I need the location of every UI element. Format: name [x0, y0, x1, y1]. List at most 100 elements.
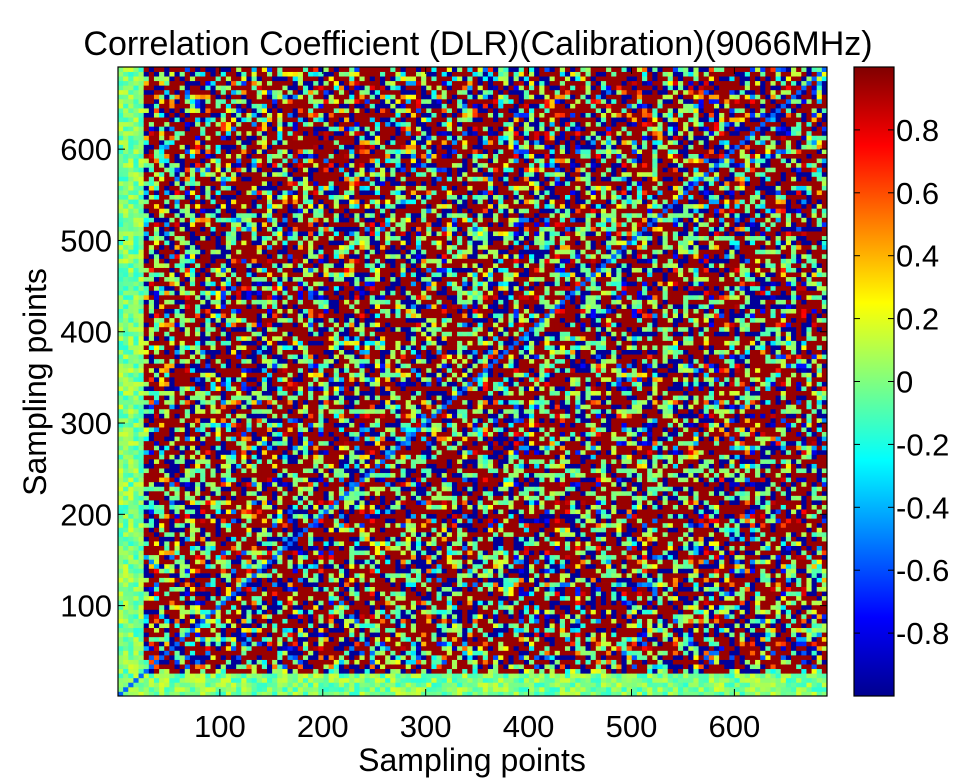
heatmap-cell — [169, 367, 175, 373]
heatmap-cell — [159, 180, 165, 186]
heatmap-cell — [200, 335, 206, 341]
heatmap-cell — [231, 103, 237, 109]
heatmap-cell — [159, 536, 165, 542]
heatmap-cell — [195, 550, 201, 556]
heatmap-cell — [184, 477, 191, 483]
heatmap-cell — [174, 436, 181, 442]
heatmap-cell — [220, 258, 227, 264]
heatmap-cell — [123, 185, 129, 191]
heatmap-cell — [128, 386, 134, 392]
heatmap-cell — [215, 636, 222, 642]
heatmap-cell — [138, 294, 145, 300]
heatmap-cell — [174, 677, 181, 683]
heatmap-cell — [215, 294, 222, 300]
heatmap-cell — [287, 208, 294, 214]
heatmap-cell — [189, 135, 196, 141]
heatmap-cell — [210, 636, 217, 642]
heatmap-cell — [205, 176, 211, 182]
heatmap-cell — [195, 632, 201, 638]
heatmap-cell — [118, 623, 124, 629]
heatmap-cell — [195, 682, 201, 688]
heatmap-cell — [174, 367, 181, 373]
heatmap-cell — [179, 386, 186, 392]
heatmap-cell — [153, 536, 160, 542]
heatmap-cell — [128, 664, 134, 670]
heatmap-cell — [261, 308, 268, 314]
heatmap-cell — [184, 144, 191, 150]
heatmap-cell — [225, 153, 232, 159]
heatmap-cell — [282, 422, 288, 428]
heatmap-cell — [292, 618, 299, 624]
heatmap-cell — [205, 390, 211, 396]
heatmap-cell — [251, 609, 258, 615]
heatmap-cell — [205, 554, 211, 560]
heatmap-cell — [246, 623, 252, 629]
heatmap-cell — [159, 185, 165, 191]
heatmap-cell — [164, 162, 170, 168]
heatmap-cell — [189, 623, 196, 629]
heatmap-cell — [277, 386, 283, 392]
heatmap-cell — [123, 372, 129, 378]
heatmap-cell — [225, 495, 232, 501]
heatmap-cell — [266, 322, 273, 328]
heatmap-cell — [220, 76, 227, 82]
heatmap-cell — [246, 199, 252, 205]
heatmap-cell — [200, 659, 206, 665]
heatmap-cell — [246, 313, 252, 319]
heatmap-cell — [261, 276, 268, 282]
heatmap-cell — [302, 568, 309, 574]
heatmap-cell — [128, 285, 134, 291]
heatmap-cell — [195, 686, 201, 692]
heatmap-cell — [174, 345, 181, 350]
heatmap-cell — [174, 604, 181, 610]
heatmap-cell — [246, 345, 252, 350]
heatmap-cell — [179, 235, 186, 241]
heatmap-cell — [282, 267, 288, 273]
heatmap-cell — [205, 194, 211, 200]
heatmap-cell — [220, 627, 227, 633]
heatmap-cell — [292, 486, 299, 492]
heatmap-cell — [205, 249, 211, 255]
heatmap-cell — [128, 149, 134, 154]
heatmap-cell — [241, 144, 247, 150]
heatmap-cell — [231, 650, 237, 656]
heatmap-cell — [215, 531, 222, 537]
heatmap-cell — [210, 117, 217, 123]
heatmap-cell — [292, 386, 299, 392]
heatmap-cell — [210, 545, 217, 551]
heatmap-cell — [241, 618, 247, 624]
heatmap-cell — [179, 335, 186, 341]
heatmap-cell — [297, 167, 304, 173]
heatmap-cell — [179, 522, 186, 528]
heatmap-cell — [138, 458, 145, 464]
heatmap-cell — [159, 149, 165, 154]
heatmap-cell — [159, 203, 165, 209]
heatmap-cell — [123, 226, 129, 232]
heatmap-cell — [159, 304, 165, 309]
heatmap-cell — [220, 504, 227, 510]
heatmap-cell — [272, 240, 278, 246]
heatmap-cell — [220, 340, 227, 346]
heatmap-cell — [210, 659, 217, 665]
heatmap-cell — [256, 71, 263, 77]
heatmap-cell — [220, 212, 227, 218]
heatmap-cell — [251, 153, 258, 159]
heatmap-cell — [220, 226, 227, 232]
heatmap-cell — [195, 144, 201, 150]
heatmap-cell — [195, 604, 201, 610]
heatmap-cell — [251, 322, 258, 328]
heatmap-cell — [256, 180, 263, 186]
heatmap-cell — [195, 522, 201, 528]
heatmap-cell — [231, 604, 237, 610]
heatmap-cell — [148, 308, 155, 314]
heatmap-cell — [256, 103, 263, 109]
heatmap-cell — [210, 231, 217, 237]
heatmap-cell — [118, 313, 124, 319]
heatmap-cell — [236, 618, 242, 624]
heatmap-cell — [297, 171, 304, 177]
heatmap-cell — [174, 518, 181, 524]
heatmap-cell — [215, 536, 222, 542]
heatmap-cell — [159, 276, 165, 282]
heatmap-cell — [148, 682, 155, 688]
heatmap-cell — [220, 358, 227, 364]
